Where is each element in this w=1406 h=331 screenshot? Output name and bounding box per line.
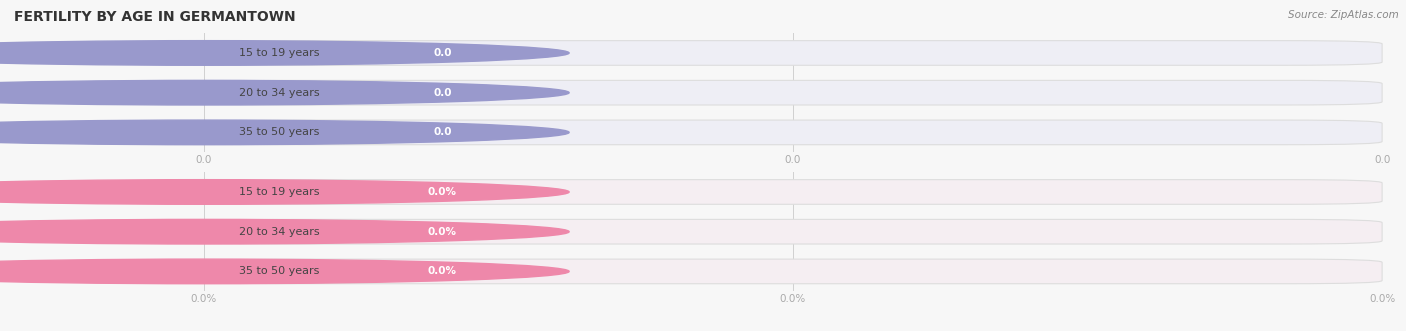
FancyBboxPatch shape <box>204 219 1382 244</box>
Text: 0.0%: 0.0% <box>427 266 457 276</box>
Circle shape <box>0 80 569 105</box>
Text: 0.0%: 0.0% <box>427 187 457 197</box>
Circle shape <box>0 120 569 145</box>
FancyBboxPatch shape <box>404 44 481 62</box>
FancyBboxPatch shape <box>404 183 481 201</box>
Text: 35 to 50 years: 35 to 50 years <box>239 127 319 137</box>
Text: Source: ZipAtlas.com: Source: ZipAtlas.com <box>1288 10 1399 20</box>
FancyBboxPatch shape <box>204 41 1382 65</box>
Text: 15 to 19 years: 15 to 19 years <box>239 187 319 197</box>
Text: 15 to 19 years: 15 to 19 years <box>239 48 319 58</box>
FancyBboxPatch shape <box>404 262 481 280</box>
Text: 0.0: 0.0 <box>433 127 451 137</box>
FancyBboxPatch shape <box>404 223 481 241</box>
FancyBboxPatch shape <box>204 180 1382 204</box>
FancyBboxPatch shape <box>404 84 481 102</box>
FancyBboxPatch shape <box>204 259 1382 284</box>
Circle shape <box>0 180 569 204</box>
Circle shape <box>0 219 569 244</box>
Text: 20 to 34 years: 20 to 34 years <box>239 88 319 98</box>
Circle shape <box>0 41 569 65</box>
Text: 0.0%: 0.0% <box>427 227 457 237</box>
Text: FERTILITY BY AGE IN GERMANTOWN: FERTILITY BY AGE IN GERMANTOWN <box>14 10 295 24</box>
Text: 35 to 50 years: 35 to 50 years <box>239 266 319 276</box>
FancyBboxPatch shape <box>204 120 1382 145</box>
FancyBboxPatch shape <box>404 123 481 141</box>
Text: 0.0: 0.0 <box>433 48 451 58</box>
FancyBboxPatch shape <box>204 80 1382 105</box>
Text: 20 to 34 years: 20 to 34 years <box>239 227 319 237</box>
Text: 0.0: 0.0 <box>433 88 451 98</box>
Circle shape <box>0 259 569 284</box>
